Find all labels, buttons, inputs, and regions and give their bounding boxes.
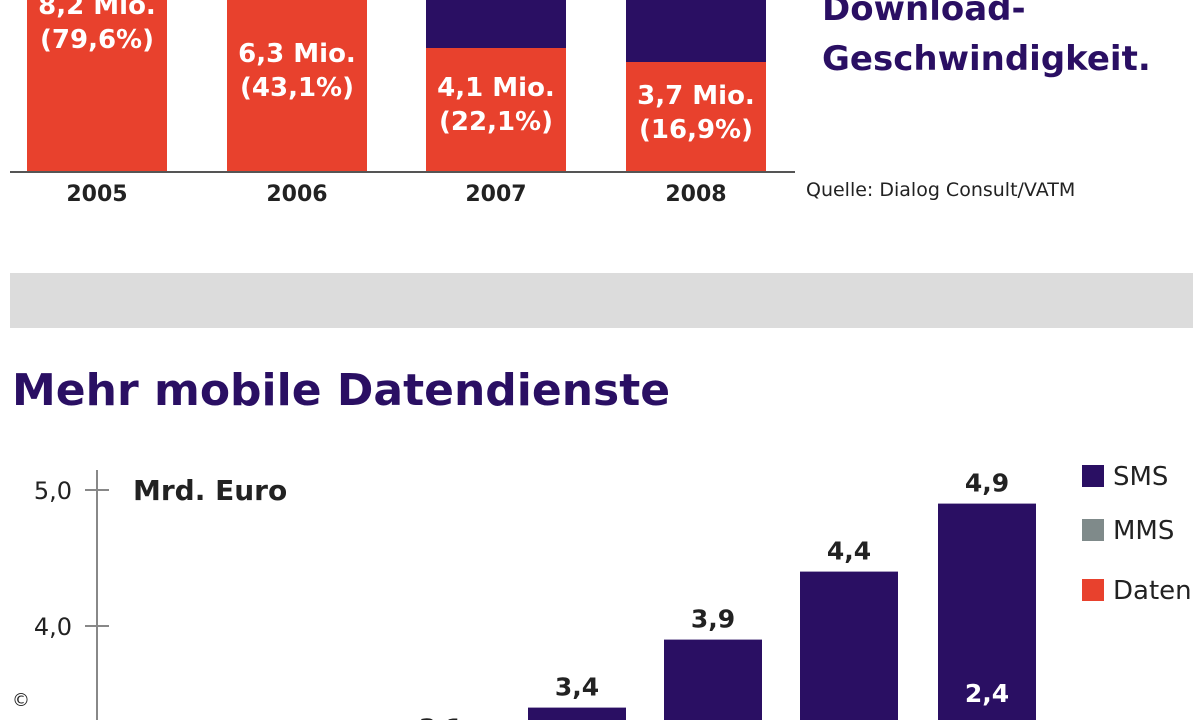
bar-sms bbox=[664, 639, 762, 720]
bar-value-label: 8,2 Mio. (79,6%) bbox=[38, 0, 156, 55]
bar-segment-upper bbox=[426, 0, 566, 48]
bar-sms bbox=[938, 503, 1036, 720]
bar-value-label: 4,1 Mio. (22,1%) bbox=[437, 73, 555, 137]
y-tick-label: 5,0 bbox=[34, 477, 72, 505]
x-tick-label: 2008 bbox=[665, 182, 726, 207]
bar-total-label: 3,4 bbox=[555, 673, 599, 702]
bar-segment-lower bbox=[626, 62, 766, 172]
legend-label: SMS bbox=[1113, 462, 1168, 492]
bar-segment-upper bbox=[626, 0, 766, 62]
bar-total-label: 3,1 bbox=[419, 713, 463, 720]
legend-swatch bbox=[1082, 519, 1104, 541]
bar-total-label: 4,4 bbox=[827, 537, 871, 566]
bar-sms bbox=[528, 707, 626, 720]
legend-swatch bbox=[1082, 579, 1104, 601]
copyright-mark: © bbox=[12, 690, 30, 711]
bar-total-label: 4,9 bbox=[965, 469, 1009, 498]
bar-inner-label: 2,4 bbox=[965, 679, 1009, 708]
divider-band bbox=[10, 273, 1193, 328]
x-tick-label: 2007 bbox=[465, 182, 526, 207]
chart-title: Mehr mobile Datendienste bbox=[12, 365, 670, 416]
bar-value-label: 3,7 Mio. (16,9%) bbox=[637, 81, 755, 145]
legend-label: Daten bbox=[1113, 576, 1192, 606]
x-tick-label: 2005 bbox=[66, 182, 127, 207]
y-tick-label: 4,0 bbox=[34, 613, 72, 641]
bar-segment-lower bbox=[27, 0, 167, 172]
source-note: Quelle: Dialog Consult/VATM bbox=[806, 179, 1075, 201]
bar-total-label: 3,9 bbox=[691, 605, 735, 634]
bar-segment-lower bbox=[426, 48, 566, 172]
legend-swatch bbox=[1082, 465, 1104, 487]
y-axis-unit: Mrd. Euro bbox=[133, 474, 287, 507]
legend-label: MMS bbox=[1113, 516, 1174, 546]
x-tick-label: 2006 bbox=[266, 182, 327, 207]
side-note: Download-Geschwindigkeit. bbox=[822, 0, 1151, 79]
bar-sms bbox=[800, 571, 898, 720]
bar-segment-lower bbox=[227, 0, 367, 172]
bar-value-label: 6,3 Mio. (43,1%) bbox=[238, 39, 356, 103]
